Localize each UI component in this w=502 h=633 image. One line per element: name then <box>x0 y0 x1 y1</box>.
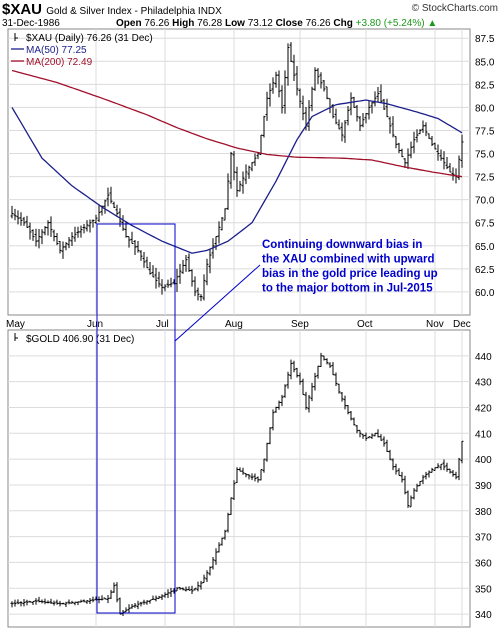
low-label: Low <box>224 18 245 29</box>
highlight-box <box>96 223 176 614</box>
y-tick-label: 350 <box>475 584 492 595</box>
y-tick-label: 67.5 <box>475 219 495 230</box>
annotation-text: Continuing downward bias in the XAU combi… <box>262 239 438 295</box>
chart-symbol: $XAU Gold & Silver Index - Philadelphia … <box>2 1 222 18</box>
y-tick-label: 80.0 <box>475 103 495 114</box>
x-tick-label: Oct <box>357 319 373 330</box>
x-tick-label: Dec <box>453 319 471 330</box>
y-tick-label: 380 <box>475 507 492 518</box>
low-value: 73.12 <box>247 18 273 29</box>
annotation-line: bias in the gold price leading up <box>262 268 438 280</box>
xau-panel-price-bars <box>10 42 464 302</box>
x-tick-label: Sep <box>291 319 309 330</box>
symbol-text: $XAU <box>2 1 43 18</box>
legend-ma200-label: MA(200) 72.49 <box>26 57 93 68</box>
legend-ma50-label: MA(50) 77.25 <box>26 45 87 56</box>
symbol-description: Gold & Silver Index - Philadelphia INDX <box>46 6 222 17</box>
open-label: Open <box>116 18 142 29</box>
chg-value: +3.80 (+5.24%) <box>355 18 425 29</box>
open-value: 76.26 <box>144 18 170 29</box>
y-tick-label: 82.5 <box>475 80 495 91</box>
y-tick-label: 440 <box>475 352 492 363</box>
y-tick-label: 420 <box>475 403 492 414</box>
annotation-line: the XAU combined with upward <box>262 254 435 266</box>
ma50-line <box>11 99 463 254</box>
close-value: 76.26 <box>305 18 331 29</box>
gold-panel-frame <box>7 329 471 628</box>
y-tick-label: 60.0 <box>475 288 495 299</box>
y-tick-label: 77.5 <box>475 126 495 137</box>
ma200-line <box>11 69 463 178</box>
annotation-line: to the major bottom in Jul-2015 <box>262 283 433 295</box>
chg-label: Chg <box>333 18 353 29</box>
x-tick-label: May <box>6 319 25 330</box>
y-tick-label: 400 <box>475 455 492 466</box>
xau-panel-frame <box>7 28 471 316</box>
y-tick-label: 430 <box>475 378 492 389</box>
y-tick-label: 360 <box>475 558 492 569</box>
y-tick-label: 85.0 <box>475 57 495 68</box>
y-tick-label: 390 <box>475 481 492 492</box>
quote-date: 31-Dec-1986 <box>2 18 60 29</box>
legend-gold-label: $GOLD 406.90 (31 Dec) <box>26 334 134 345</box>
y-tick-label: 370 <box>475 533 492 544</box>
x-tick-label: Aug <box>225 319 243 330</box>
legend-price-label: $XAU (Daily) 76.26 (31 Dec) <box>26 33 153 44</box>
x-tick-label: Nov <box>426 319 444 330</box>
y-tick-label: 75.0 <box>475 150 495 161</box>
x-tick-label: Jul <box>156 319 169 330</box>
x-tick-label: Jun <box>87 319 103 330</box>
y-tick-label: 72.5 <box>475 173 495 184</box>
ohlc-readout: Open 76.26 High 76.28 Low 73.12 Close 76… <box>116 18 437 29</box>
callout-line <box>174 264 261 342</box>
gold-panel-price-bars <box>10 352 464 617</box>
annotation-line: Continuing downward bias in <box>262 239 422 251</box>
y-tick-label: 62.5 <box>475 265 495 276</box>
y-tick-label: 410 <box>475 429 492 440</box>
y-tick-label: 65.0 <box>475 242 495 253</box>
close-label: Close <box>275 18 303 29</box>
y-tick-label: 70.0 <box>475 196 495 207</box>
high-label: High <box>172 18 195 29</box>
chg-up-arrow-icon: ▲ <box>427 18 438 29</box>
watermark: © StockCharts.com <box>411 3 498 14</box>
y-tick-label: 340 <box>475 610 492 621</box>
y-tick-label: 87.5 <box>475 34 495 45</box>
high-value: 76.28 <box>197 18 223 29</box>
